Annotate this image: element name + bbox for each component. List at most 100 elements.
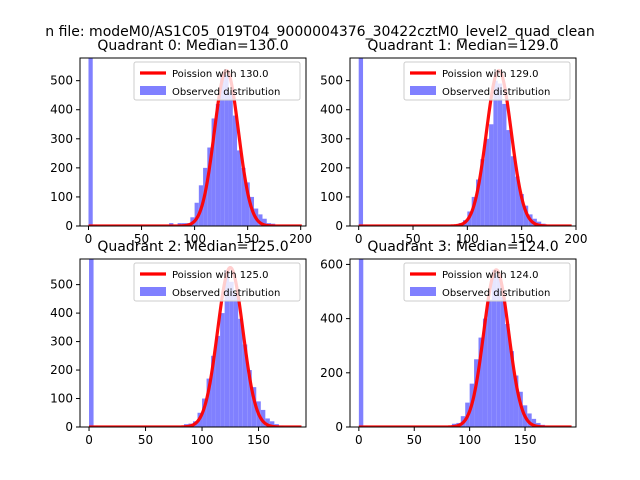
y-tick-label: 500 <box>50 74 73 88</box>
y-tick-label: 0 <box>65 420 73 434</box>
y-tick-label: 400 <box>320 312 343 326</box>
y-tick-label: 400 <box>50 103 73 117</box>
histogram-bar <box>237 150 242 226</box>
histogram-bar <box>206 378 212 427</box>
plot-area <box>357 259 573 427</box>
legend-box <box>133 262 301 302</box>
histogram-bar <box>474 359 479 427</box>
x-tick-label: 0 <box>355 433 363 447</box>
x-tick-label: 100 <box>458 433 481 447</box>
legend: Poission with 125.0 Observed distribution <box>133 262 301 302</box>
histogram-bar <box>229 281 234 427</box>
histogram-bar <box>211 355 216 427</box>
legend-box <box>403 262 571 302</box>
y-tick-label: 300 <box>50 335 73 349</box>
histogram-bar <box>487 299 492 427</box>
y-tick-label: 100 <box>320 190 343 204</box>
plot-area <box>88 259 303 427</box>
histogram-bar <box>194 202 199 226</box>
histogram-bar <box>489 124 494 226</box>
legend-hist-swatch <box>410 287 436 296</box>
histogram-bar <box>358 58 364 226</box>
histogram-bar <box>491 269 497 427</box>
y-tick-label: 300 <box>320 132 343 146</box>
axes-frame <box>79 258 307 428</box>
histogram-bar <box>519 194 524 226</box>
legend: Poission with 129.0 Observed distribution <box>403 61 571 101</box>
histogram-bar <box>269 421 275 427</box>
histogram-bar <box>262 218 267 226</box>
quadrant-panel-1: Quadrant 1: Median=129.0 0 50 100 150 200 0 100… <box>320 38 587 246</box>
histogram-bar <box>202 398 207 427</box>
histogram-bar <box>513 375 519 427</box>
histogram-bar <box>509 351 514 427</box>
y-tick-label: 200 <box>320 366 343 380</box>
axes-frame <box>349 57 577 227</box>
histogram-bar <box>496 275 501 427</box>
figure-suptitle: n file: modeM0/AS1C05_019T04_9000004376_… <box>45 24 594 40</box>
histogram-bar <box>493 80 498 226</box>
y-tick-label: 300 <box>50 132 73 146</box>
x-tick-label: 0 <box>85 433 93 447</box>
y-tick-label: 600 <box>320 257 343 271</box>
histogram-bar <box>502 103 507 226</box>
histogram-bar <box>245 182 250 226</box>
histogram-bar <box>500 296 506 427</box>
histogram-bar <box>265 418 270 427</box>
x-tick-label: 200 <box>565 232 588 246</box>
histogram-bar <box>242 344 248 427</box>
histogram-bar <box>506 130 511 226</box>
histogram-bar <box>480 159 485 226</box>
plot-area <box>357 58 573 226</box>
legend-fit-label: Poission with 130.0 <box>172 69 268 80</box>
histogram-bar <box>471 196 477 226</box>
quadrant-panel-2: Quadrant 2: Median=125.0 0 50 100 150 0 100 200… <box>50 239 307 447</box>
y-tick-label: 200 <box>320 161 343 175</box>
histogram-bar <box>515 176 520 226</box>
legend-fit-label: Poission with 125.0 <box>172 270 268 281</box>
poisson-fit-curve <box>87 68 303 226</box>
histogram-bar <box>215 103 221 226</box>
y-tick-label: 0 <box>335 219 343 233</box>
histogram-bar <box>358 259 364 427</box>
histogram-bar <box>247 370 252 427</box>
histogram-bar <box>476 179 481 226</box>
histogram-bar <box>258 214 263 226</box>
plot-area <box>87 58 303 226</box>
y-tick-label: 100 <box>50 392 73 406</box>
legend-hist-label: Observed distribution <box>442 288 550 299</box>
histogram-bar <box>260 409 266 427</box>
y-tick-label: 200 <box>50 363 73 377</box>
y-tick-label: 400 <box>320 103 343 117</box>
histogram-bar <box>224 74 229 226</box>
histogram-bar <box>484 138 490 226</box>
legend-hist-label: Observed distribution <box>442 87 550 98</box>
histogram-bar <box>228 92 233 226</box>
legend-hist-swatch <box>140 86 166 95</box>
legend-hist-label: Observed distribution <box>172 87 280 98</box>
poisson-fit-curve <box>88 265 303 427</box>
y-tick-label: 500 <box>320 74 343 88</box>
legend: Poission with 124.0 Observed distribution <box>403 262 571 302</box>
poisson-fit-curve <box>357 268 573 427</box>
histogram-bar <box>215 335 221 427</box>
x-tick-label: 50 <box>134 232 149 246</box>
y-tick-label: 200 <box>50 161 73 175</box>
legend-hist-label: Observed distribution <box>172 288 280 299</box>
histogram-bar <box>211 118 216 226</box>
x-tick-label: 100 <box>456 232 479 246</box>
histogram-bar <box>89 259 94 427</box>
x-tick-label: 200 <box>289 232 312 246</box>
histogram-bar <box>232 115 238 226</box>
x-tick-label: 150 <box>236 232 259 246</box>
x-tick-label: 50 <box>407 433 422 447</box>
histogram-bar <box>220 313 225 427</box>
y-tick-label: 100 <box>50 190 73 204</box>
poisson-fit-curve <box>357 68 573 226</box>
y-tick-label: 0 <box>65 219 73 233</box>
axes-frame <box>79 57 307 227</box>
histogram-bar <box>482 318 488 427</box>
histogram-bar <box>497 83 503 226</box>
legend: Poission with 130.0 Observed distribution <box>133 61 301 101</box>
